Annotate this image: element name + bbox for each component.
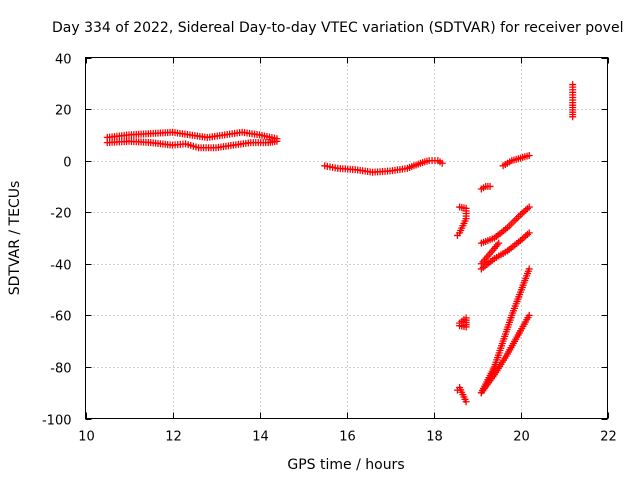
series-track-c [477,239,503,268]
x-tick-label: 22 [600,430,617,445]
y-tick-labels: -100 -80 -60 -40 -20 0 20 40 [42,53,72,429]
series-short-cluster [477,182,494,193]
data-point [525,265,533,273]
x-tick-label: 10 [78,430,95,445]
data-point [569,113,577,121]
data-point [486,182,494,190]
x-tick-label: 16 [339,430,356,445]
data-point [438,159,446,167]
series-day-band-upper [103,128,281,143]
data-point [462,398,470,406]
series-day-band-lower [103,137,281,152]
x-tick-label: 12 [165,430,182,445]
y-tick-label: -60 [50,310,71,325]
data-point [456,322,464,330]
x-tick-label: 14 [252,430,269,445]
x-tick-labels: 10 12 14 16 18 20 22 [78,430,617,445]
chart-title: Day 334 of 2022, Sidereal Day-to-day VTE… [52,20,623,36]
x-tick-label: 20 [513,430,530,445]
series-track-d [477,265,533,397]
series-isolated-2 [456,314,470,331]
data-point [525,229,533,237]
data-marks [103,81,577,406]
series-track-a [477,203,533,247]
y-tick-label: -40 [50,259,71,274]
series-outliers [569,81,577,121]
series-evening-arc [321,157,446,176]
y-tick-label: 20 [55,104,72,119]
data-point [525,151,533,159]
plot-frame [85,57,608,419]
data-point [495,239,503,247]
data-point [525,311,533,319]
series-isolated-3 [453,384,470,406]
grid-layer [85,57,608,419]
x-axis-label: GPS time / hours [287,457,404,473]
x-tick-label: 18 [426,430,443,445]
series-track-e [477,311,533,397]
series-rise-top [499,151,533,170]
data-point [453,231,461,239]
tick-layer [85,57,609,420]
series-track-b [477,229,533,273]
y-tick-label: -20 [50,207,71,222]
y-tick-label: -80 [50,362,71,377]
y-tick-label: 0 [63,156,71,171]
y-axis-label: SDTVAR / TECUs [7,181,23,296]
y-tick-label: 40 [55,53,72,68]
data-point [273,135,281,143]
series-isolated-1 [453,203,470,239]
y-tick-label: -100 [42,414,72,429]
data-point [525,203,533,211]
